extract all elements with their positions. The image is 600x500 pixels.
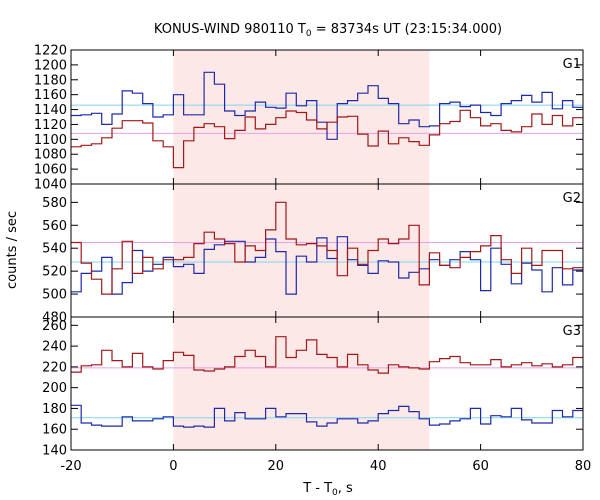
y-tick-label: 1180 xyxy=(34,73,67,88)
chart-title-subscript: 0 xyxy=(306,29,312,39)
y-tick-label: 580 xyxy=(42,196,67,211)
shaded-interval xyxy=(173,50,430,184)
chart-title-rest: = 83734s UT (23:15:34.000) xyxy=(312,22,502,37)
y-tick-label: 560 xyxy=(42,219,67,234)
y-tick-label: 1140 xyxy=(34,103,67,118)
series-blue-step-line xyxy=(71,404,583,428)
y-tick-label: 160 xyxy=(42,423,67,438)
x-tick-label: 40 xyxy=(370,459,387,474)
y-tick-label: 1120 xyxy=(34,118,67,133)
series-red-step-line xyxy=(71,201,583,295)
panel-frame xyxy=(70,316,584,451)
y-tick-label: 220 xyxy=(42,360,67,375)
shaded-interval xyxy=(173,317,430,450)
series-red-step-line xyxy=(71,336,583,374)
x-axis-label-subscript: 0 xyxy=(332,488,338,498)
y-tick-label: 180 xyxy=(42,402,67,417)
chart-title: KONUS-WIND 980110 T0 = 83734s UT (23:15:… xyxy=(154,22,502,39)
panel-g1: 1040106010801100112011401160118012001220… xyxy=(34,44,584,193)
panel-label: G1 xyxy=(563,57,581,72)
y-axis-label: counts / sec xyxy=(5,211,20,289)
y-tick-label: 1160 xyxy=(34,88,67,103)
y-tick-label: 480 xyxy=(42,311,67,326)
y-tick-label: 540 xyxy=(42,242,67,257)
y-tick-label: 520 xyxy=(42,265,67,280)
y-tick-label: 1040 xyxy=(34,178,67,193)
series-red-step-line xyxy=(71,109,583,169)
y-tick-label: 1080 xyxy=(34,148,67,163)
x-axis-label-main: T - T xyxy=(302,481,332,496)
x-tick-label: 60 xyxy=(472,459,489,474)
panel-g2: 480 500 520 540 560 580 G2 xyxy=(42,183,584,326)
x-tick-label: -20 xyxy=(60,459,81,474)
x-tick-label: 80 xyxy=(575,459,592,474)
x-tick-label: 0 xyxy=(169,459,177,474)
y-tick-label: 1060 xyxy=(34,163,67,178)
panel-label: G2 xyxy=(563,191,581,206)
y-tick-label: 1200 xyxy=(34,58,67,73)
y-tick-label: 240 xyxy=(42,340,67,355)
y-tick-label: 500 xyxy=(42,288,67,303)
x-axis-label: T - T0, s xyxy=(302,481,353,498)
panels: 1040106010801100112011401160118012001220… xyxy=(34,44,591,475)
y-tick-label: 1220 xyxy=(34,44,67,59)
y-tick-label: 140 xyxy=(42,444,67,459)
x-tick-label: 20 xyxy=(268,459,285,474)
panel-g3: 140 160 180 200 220 240 260 G3 xyxy=(42,316,584,459)
shaded-interval xyxy=(173,184,430,317)
y-tick-label: 260 xyxy=(42,319,67,334)
series-blue-step-line xyxy=(71,236,583,295)
y-tick-label: 200 xyxy=(42,381,67,396)
y-tick-label: 1100 xyxy=(34,133,67,148)
panel-label: G3 xyxy=(563,324,581,339)
x-axis-label-rest: , s xyxy=(338,481,353,496)
series-blue-step-line xyxy=(71,71,583,140)
chart-title-main: KONUS-WIND 980110 T xyxy=(154,22,306,37)
